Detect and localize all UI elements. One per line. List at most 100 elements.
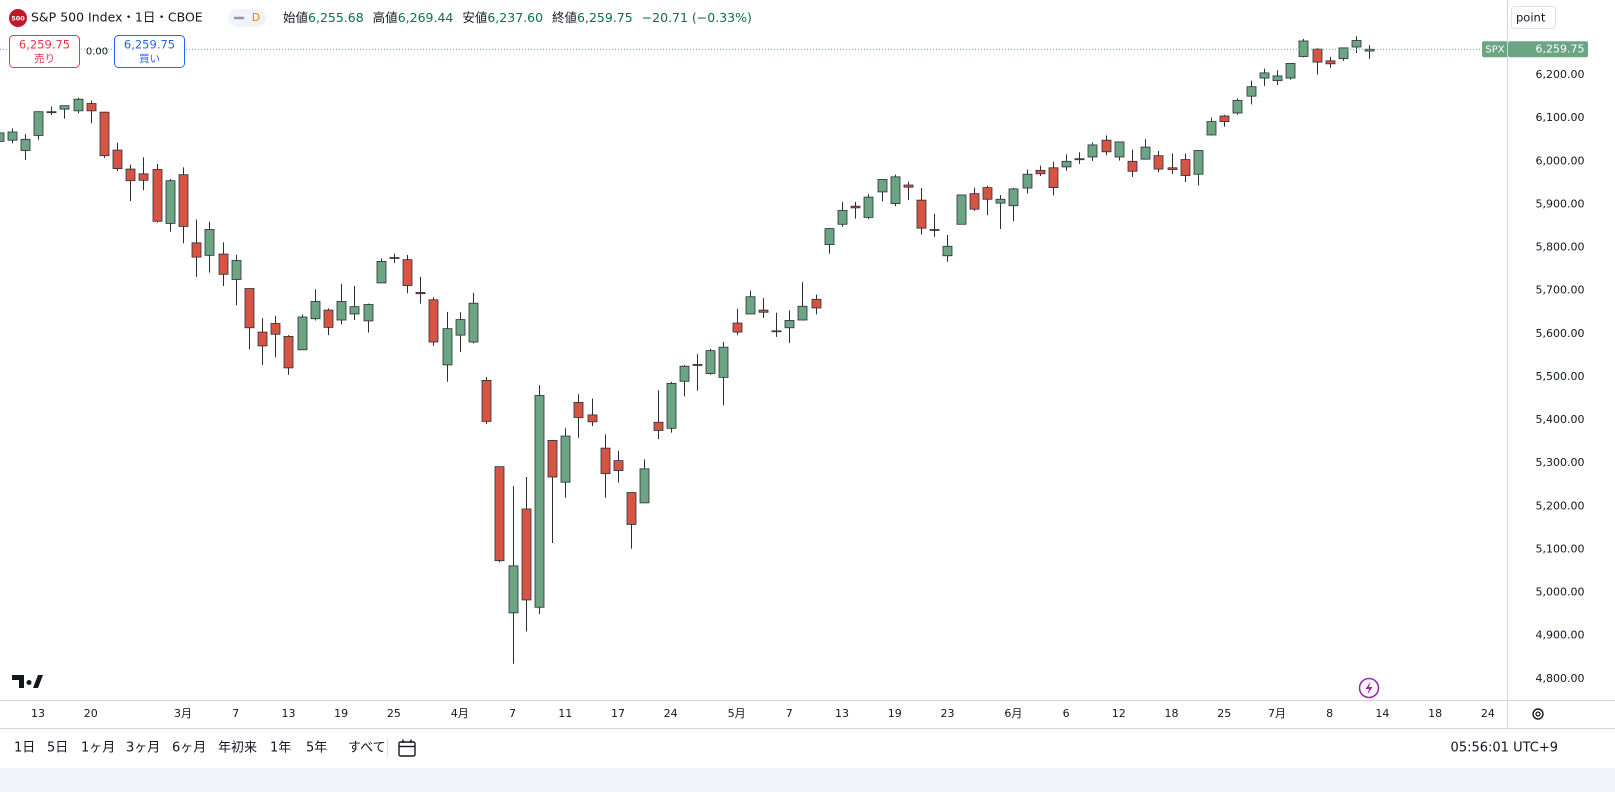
candle-body	[1008, 188, 1019, 207]
candle-body	[468, 302, 479, 343]
candle-body	[297, 316, 308, 351]
symbol-logo	[9, 9, 27, 27]
candle-body	[46, 111, 57, 114]
candle-body	[890, 176, 901, 204]
buy-price: 6,259.75	[124, 38, 175, 52]
buy-button[interactable]	[114, 35, 185, 68]
candle-body	[1061, 160, 1072, 168]
candle-body	[363, 304, 374, 322]
x-tick-label: 5月	[728, 707, 746, 720]
symbol-title[interactable]: S&P 500 Index・1日・CBOE	[31, 10, 203, 25]
candle-body	[969, 193, 980, 210]
candle-body	[428, 299, 439, 343]
candle-body	[929, 229, 940, 231]
x-tick-label: 19	[334, 707, 348, 720]
x-tick-label: 19	[888, 707, 902, 720]
candle-body	[1259, 72, 1270, 79]
y-tick-label: 5,600.00	[1536, 327, 1585, 340]
candle-body	[165, 180, 176, 224]
candle-body	[995, 198, 1006, 204]
candle-body	[916, 199, 927, 229]
x-tick-label: 14	[1375, 707, 1389, 720]
y-tick-label: 6,000.00	[1536, 154, 1585, 167]
range-button[interactable]: 6ヶ月	[172, 741, 206, 756]
range-button[interactable]: すべて	[348, 741, 386, 756]
candle-body	[99, 111, 110, 157]
candle-body	[455, 319, 466, 336]
range-button[interactable]: 1ヶ月	[81, 741, 115, 756]
range-button[interactable]: 3ヶ月	[126, 741, 160, 756]
candle-body	[1246, 86, 1257, 97]
candle-body	[573, 402, 584, 418]
candle-body	[547, 439, 558, 478]
candle-body	[310, 301, 321, 320]
range-button[interactable]: 1日	[14, 741, 35, 756]
y-tick-label: 6,100.00	[1536, 111, 1585, 124]
x-tick-label: 4月	[451, 707, 469, 720]
settings-icon[interactable]	[1532, 708, 1544, 720]
candle-body	[1127, 160, 1138, 172]
ohlc-value: 6,269.44	[398, 10, 454, 25]
candle-body	[415, 292, 426, 295]
sell-price: 6,259.75	[19, 38, 70, 52]
x-tick-label: 17	[611, 707, 625, 720]
candle-body	[758, 309, 769, 313]
x-tick-label: 25	[1217, 707, 1231, 720]
y-tick-label: 5,900.00	[1536, 197, 1585, 210]
tv-logo[interactable]	[12, 675, 43, 688]
x-tick-label: 24	[1481, 707, 1495, 720]
clock[interactable]: 05:56:01 UTC+9	[1451, 741, 1558, 756]
unit-button[interactable]	[1511, 6, 1556, 29]
candle-body	[125, 168, 136, 182]
candle-body	[521, 508, 532, 601]
candle-body	[653, 421, 664, 431]
time-axis: 13 20 3月 7 13 19 25 4月 7 11 17 24 5月 7 13 19 23 6月 6 12 18 25…	[31, 707, 1495, 720]
candle-body	[1285, 63, 1296, 79]
range-button[interactable]: 年初来	[218, 741, 257, 756]
candle-body	[863, 196, 874, 218]
ohlc-label: 高値	[373, 10, 398, 25]
sell-button[interactable]	[9, 35, 80, 68]
candle-body	[1048, 167, 1059, 189]
last-price-tag	[1508, 41, 1588, 58]
candle-body	[1312, 48, 1323, 63]
range-button[interactable]: 5年	[306, 741, 327, 756]
candle-body	[1180, 159, 1191, 176]
candle-body	[745, 296, 756, 315]
x-tick-label: 7	[509, 707, 516, 720]
candle-body	[797, 305, 808, 321]
candle-body	[376, 260, 387, 284]
ohlc-value: 6,255.68	[308, 10, 364, 25]
interval-badge[interactable]	[228, 9, 266, 27]
candle-body	[679, 365, 690, 382]
candle-body	[692, 364, 703, 366]
y-tick-label: 5,200.00	[1536, 499, 1585, 512]
candle-body	[1206, 121, 1217, 136]
gear-hub	[1535, 711, 1541, 717]
candle-body	[824, 228, 835, 245]
x-tick-label: 20	[84, 707, 98, 720]
candle-body	[7, 131, 18, 141]
candle-body	[1140, 146, 1151, 160]
ohlc-label: 安値	[462, 10, 487, 25]
badge-letter: D	[252, 11, 260, 24]
candle-body	[1364, 48, 1375, 52]
candle-body	[59, 105, 70, 110]
candle-body	[877, 179, 888, 193]
candle-body	[600, 447, 611, 474]
x-tick-label: 6月	[1004, 707, 1022, 720]
candle-body	[178, 174, 189, 227]
range-button[interactable]: 1年	[270, 741, 291, 756]
x-tick-label: 13	[31, 707, 45, 720]
ohlc-value: 6,259.75	[577, 10, 633, 25]
y-tick-label: 4,800.00	[1536, 672, 1585, 685]
candle-body	[1325, 60, 1336, 65]
range-toolbar: 1日 5日 1ヶ月 3ヶ月 6ヶ月 年初来 1年 5年 すべて	[14, 741, 386, 756]
calendar-icon[interactable]	[398, 739, 416, 757]
candle-body	[1114, 141, 1125, 158]
unit-label: point	[1516, 11, 1546, 25]
range-button[interactable]: 5日	[47, 741, 68, 756]
logo-text: 500	[11, 15, 25, 23]
candle-body	[732, 322, 743, 333]
candle-body	[718, 346, 729, 378]
